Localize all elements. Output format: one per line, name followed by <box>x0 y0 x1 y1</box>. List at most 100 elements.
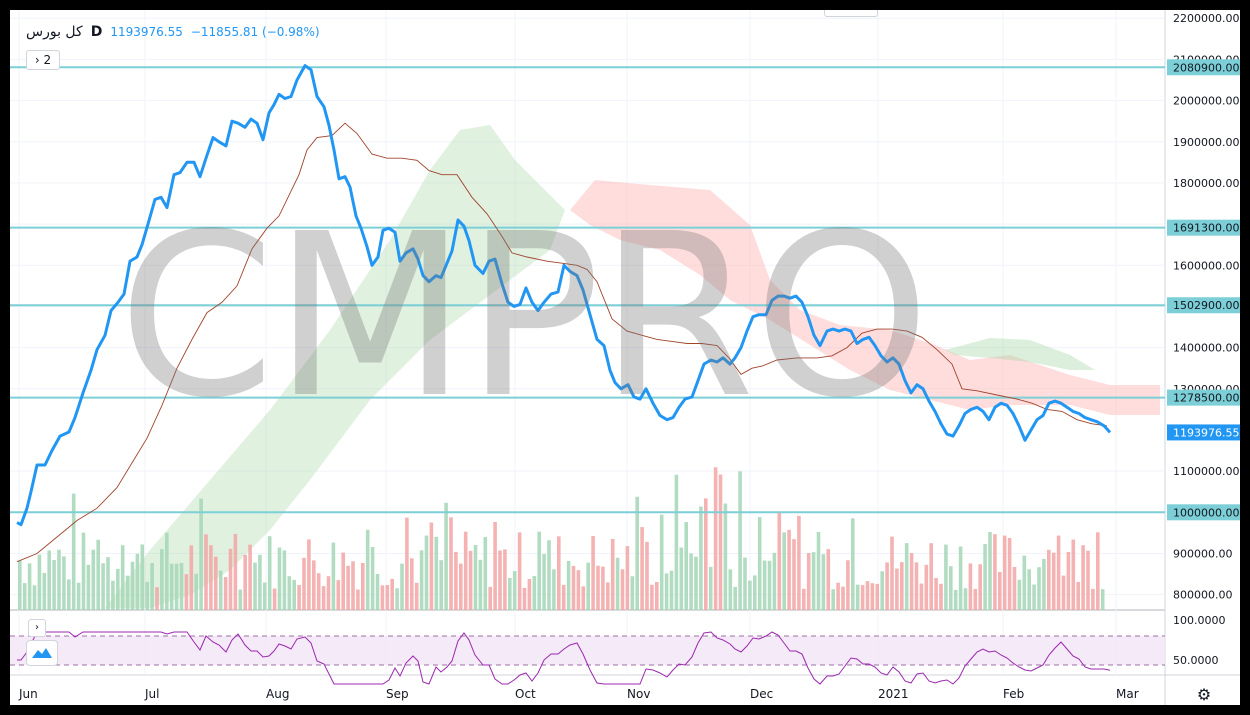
volume-bar <box>380 585 385 610</box>
volume-bar <box>22 583 27 610</box>
volume-bar <box>659 514 664 610</box>
current-price-tag <box>1167 424 1240 441</box>
volume-bar <box>189 545 194 610</box>
volume-bar <box>895 568 899 610</box>
volume-bar <box>1096 532 1100 610</box>
kijun-line <box>16 122 1108 563</box>
volume-bar <box>699 506 703 610</box>
volume-bar <box>223 577 228 610</box>
volume-bar <box>875 583 880 610</box>
volume-bar <box>326 576 331 610</box>
volume-bar <box>400 563 404 610</box>
volume-bar <box>145 581 149 610</box>
volume-bar <box>522 587 527 610</box>
volume-bar <box>983 544 987 610</box>
volume-bar <box>76 582 81 610</box>
volume-bar <box>101 563 105 610</box>
volume-bar <box>125 575 130 610</box>
volume-bar <box>228 548 233 610</box>
volume-bar <box>998 571 1002 610</box>
volume-bar <box>1022 555 1027 610</box>
volume-bar <box>405 517 409 610</box>
volume-bar <box>434 536 439 610</box>
volume-bar <box>718 474 723 610</box>
volume-bar <box>924 564 929 610</box>
volume-bar <box>1032 584 1036 610</box>
y-tick-label: 900000.00 <box>1173 547 1233 560</box>
level-price-tag-label: 1278500.00 <box>1173 392 1239 405</box>
volume-bar <box>150 562 154 610</box>
rsi-pane-toggle-button[interactable]: › <box>28 619 46 637</box>
volume-bar <box>356 589 360 610</box>
volume-bar <box>586 562 590 610</box>
volume-bar <box>757 517 762 610</box>
collapse-indicators-button[interactable]: › 2 <box>26 50 60 70</box>
chart-svg[interactable]: 2200000.002100000.002000000.001900000.00… <box>10 10 1240 705</box>
volume-bar <box>498 550 502 610</box>
volume-bar <box>218 570 223 610</box>
volume-bar <box>449 517 453 610</box>
volume-bar <box>934 577 938 610</box>
volume-bar <box>120 545 125 610</box>
volume-bar <box>370 546 375 610</box>
gear-icon[interactable]: ⚙ <box>1196 685 1212 704</box>
volume-bar <box>267 536 272 610</box>
volume-bar <box>684 522 688 610</box>
volume-bar <box>1056 535 1061 610</box>
volume-bar <box>978 564 982 610</box>
volume-bar <box>292 579 296 610</box>
level-price-tag-label: 1000000.00 <box>1173 506 1239 519</box>
rsi-tick-label: 100.0000 <box>1173 614 1226 627</box>
interval-label[interactable]: D <box>90 24 103 40</box>
volume-bar <box>576 570 581 610</box>
volume-bar <box>713 467 718 610</box>
volume-bar <box>130 561 135 610</box>
y-tick-label: 1100000.00 <box>1173 465 1239 478</box>
volume-bar <box>767 560 772 610</box>
volume-bar <box>581 586 586 610</box>
volume-bar <box>919 583 924 610</box>
volume-bar <box>258 554 262 610</box>
volume-bar <box>650 584 654 610</box>
volume-bar <box>116 568 120 610</box>
volume-bar <box>57 549 61 610</box>
rsi-tick-label: 50.0000 <box>1173 654 1219 667</box>
volume-bar <box>811 552 816 610</box>
volume-bar <box>287 576 292 610</box>
volume-bar <box>32 585 37 610</box>
level-price-tag-label: 2080900.00 <box>1173 61 1239 74</box>
volume-bar <box>365 529 370 610</box>
volume-bar <box>1017 579 1022 610</box>
volume-bar <box>1071 539 1076 610</box>
volume-bar <box>1100 589 1105 610</box>
volume-bar <box>468 550 473 610</box>
symbol-name[interactable]: کل بورس <box>26 24 83 40</box>
x-tick-label: Oct <box>515 687 536 701</box>
volume-bar <box>272 588 277 610</box>
volume-bar <box>174 563 179 610</box>
volume-bar <box>253 562 257 610</box>
volume-bar <box>831 589 835 610</box>
volume-bar <box>885 562 889 610</box>
volume-bar <box>331 542 336 610</box>
volume-bar <box>762 560 767 610</box>
tradingview-logo-icon[interactable] <box>26 640 58 666</box>
rsi-line <box>17 631 1111 685</box>
volume-bar <box>361 562 365 610</box>
volume-bar <box>503 549 507 610</box>
volume-bar <box>615 557 620 610</box>
level-price-tag <box>1167 219 1240 236</box>
volume-bar <box>111 580 115 610</box>
legend-header: کل بورس D 1193976.55 −11855.81 (−0.98%) <box>26 24 320 40</box>
y-tick-label: 800000.00 <box>1173 589 1233 602</box>
y-tick-label: 2000000.00 <box>1173 95 1239 108</box>
volume-bar <box>184 574 189 610</box>
volume-bar <box>973 588 978 610</box>
top-toolbar-tab[interactable] <box>824 10 878 17</box>
volume-bar <box>419 550 424 610</box>
volume-bar <box>708 566 713 610</box>
x-tick-label: Feb <box>1003 687 1024 701</box>
volume-bar <box>414 582 419 610</box>
volume-bar <box>777 511 782 610</box>
volume-bar <box>18 560 22 610</box>
